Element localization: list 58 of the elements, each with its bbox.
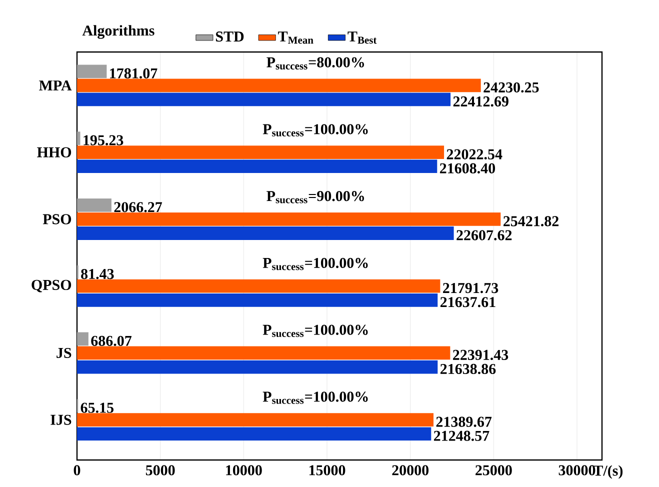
x-tick-label: 30000	[558, 465, 596, 476]
annotation: P$_{success}$=100.00%	[262, 258, 368, 270]
bar	[77, 413, 434, 427]
bar	[77, 360, 438, 374]
bar	[77, 64, 107, 78]
legend-label: T$_{Best}$	[348, 32, 377, 44]
y-tick-label: IJS	[50, 414, 72, 425]
legend-label: T$_{Mean}$	[278, 32, 314, 44]
bar	[77, 132, 80, 145]
y-tick-label: HHO	[37, 147, 72, 158]
data-label: 24230.25	[484, 82, 539, 93]
data-label: 1781.07	[110, 68, 158, 78]
data-label: 21638.86	[440, 364, 496, 374]
data-label: 22022.54	[446, 149, 502, 160]
x-tick-label: 5000	[146, 465, 175, 476]
annotation: P$_{success}$=80.00%	[266, 57, 364, 70]
x-tick-label: 25000	[476, 465, 512, 476]
bar	[77, 92, 451, 106]
data-label: 21791.73	[443, 283, 498, 294]
bar	[77, 78, 481, 92]
x-tick-label: 15000	[309, 465, 346, 476]
y-axis-title: Algorithms	[82, 25, 154, 39]
legend-label: STD	[216, 32, 244, 42]
data-label: 686.07	[91, 336, 132, 346]
bar	[77, 146, 444, 160]
y-tick-label: QPSO	[32, 280, 72, 292]
bar	[77, 293, 438, 307]
data-label: 2066.27	[114, 202, 162, 212]
x-tick-label: 10000	[226, 465, 262, 476]
data-label: 21389.67	[436, 416, 492, 427]
x-tick-label: 20000	[392, 465, 429, 476]
y-tick-label: MPA	[39, 80, 72, 90]
annotation: P$_{success}$=100.00%	[262, 392, 368, 404]
bar	[77, 279, 440, 293]
data-label: 22607.62	[456, 230, 512, 240]
x-axis-title: T/(s)	[593, 465, 623, 479]
annotation: P$_{success}$=100.00%	[262, 124, 368, 136]
bar	[77, 212, 501, 226]
data-label: 21248.57	[434, 430, 490, 441]
bar	[77, 427, 432, 441]
bar	[77, 332, 88, 346]
data-label: 22391.43	[453, 350, 508, 360]
data-label: 25421.82	[504, 216, 558, 226]
y-tick-label: JS	[56, 348, 72, 358]
data-label: 22412.69	[453, 96, 508, 107]
annotation: P$_{success}$=100.00%	[262, 324, 368, 338]
y-tick-label: PSO	[42, 214, 72, 224]
bar	[77, 198, 112, 212]
data-label: 21637.61	[440, 297, 496, 308]
bar	[77, 346, 450, 360]
data-label: 195.23	[84, 135, 124, 146]
bar	[77, 226, 454, 240]
annotation: P$_{success}$=90.00%	[266, 191, 364, 204]
data-label: 65.15	[80, 402, 114, 413]
data-label: 21608.40	[440, 163, 496, 174]
data-label: 81.43	[81, 268, 114, 280]
x-tick-label: 0	[74, 465, 80, 476]
bar	[77, 160, 438, 174]
